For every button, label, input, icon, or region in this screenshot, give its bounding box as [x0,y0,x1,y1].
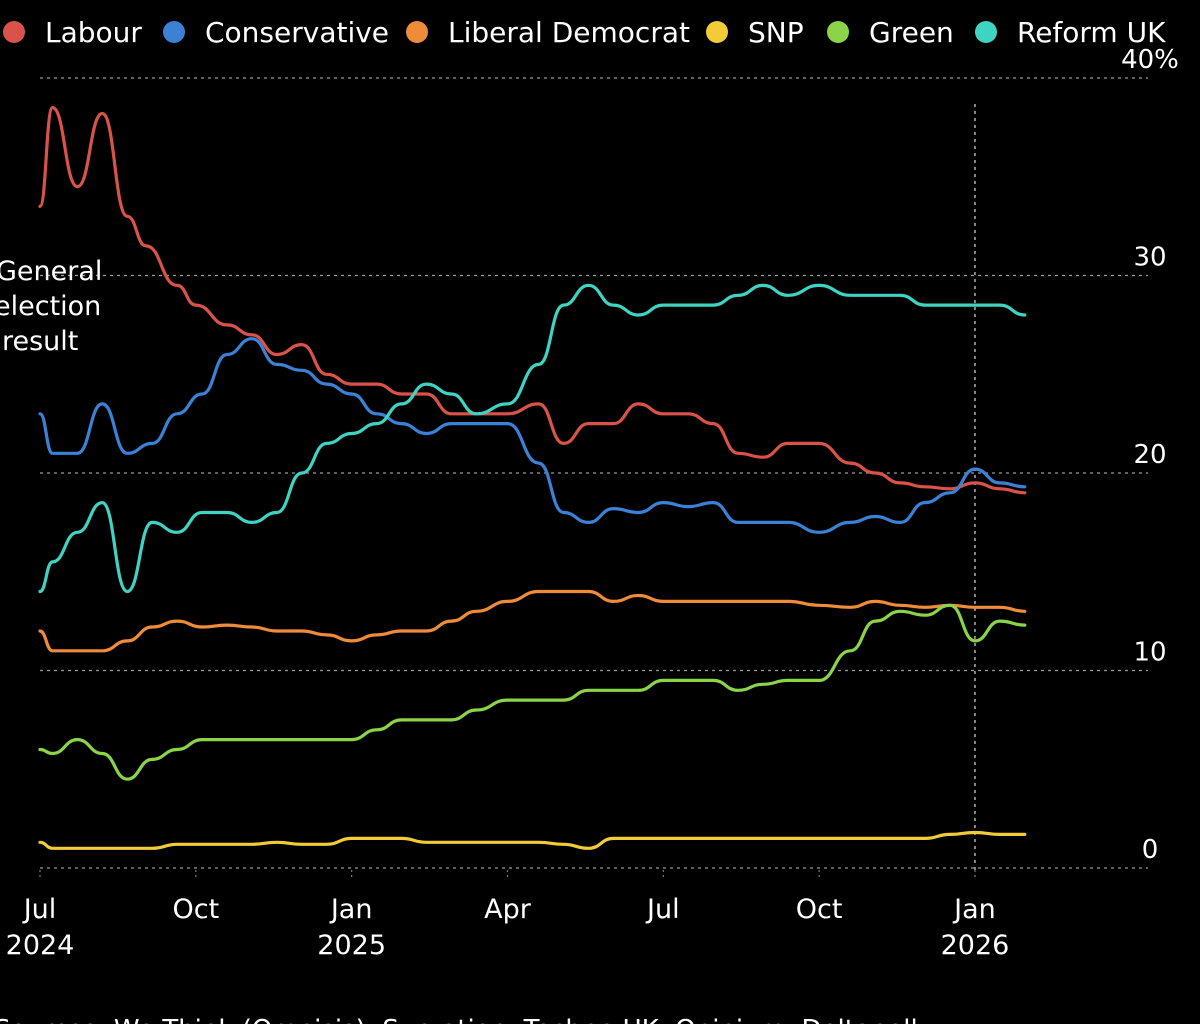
y-tick-label: 0 [1142,835,1159,865]
series-line-conservative [38,337,1027,534]
x-tick-year-label: 2025 [317,930,386,961]
gridlines [40,77,1148,869]
x-tick-label: Jan [329,894,373,925]
legend-label: Conservative [205,16,389,49]
series-line-reform-uk [38,283,1027,594]
x-tick-label: Oct [796,894,843,925]
legend-swatch [975,21,997,43]
x-tick-year-label: 2026 [941,930,1010,961]
legend-label: SNP [748,16,804,49]
legend-label: Green [869,16,954,49]
annotation-line: election [0,291,101,322]
y-tick-label: 20 [1133,440,1166,470]
legend-swatch [163,21,185,43]
y-tick-label: 10 [1133,638,1166,668]
legend-swatch [406,21,428,43]
x-tick-label: Jan [952,894,996,925]
legend-label: Liberal Democrat [448,16,690,49]
y-tick-label: 40% [1121,45,1179,75]
series-line-green [38,603,1027,781]
source-note: Sources: We Think (Omnisis), Survation, … [0,1015,918,1024]
x-tick-label: Jul [22,894,57,925]
series-line-liberal-democrat [38,589,1027,653]
x-tick-year-label: 2024 [6,930,75,961]
series-lines [38,106,1027,850]
legend-label: Labour [45,16,142,49]
legend-swatch [706,21,728,43]
x-tick-label: Jul [645,894,680,925]
legend: Labour Conservative Liberal Democrat SNP Gre… [3,16,1166,49]
election-annotation: General election result [0,256,102,357]
legend-swatch [3,21,25,43]
legend-swatch [827,21,849,43]
y-axis-labels: 0 10 20 30 40% [1121,45,1179,865]
series-line-labour [38,106,1027,495]
series-line-snp [38,830,1027,850]
y-tick-label: 30 [1133,243,1166,273]
x-axis: Jul 2024 Oct Jan 2025 Apr Jul Oct Jan 2026 [6,870,1010,961]
annotation-line: General [0,256,102,287]
annotation-line: result [2,326,78,357]
x-tick-label: Oct [172,894,219,925]
legend-label: Reform UK [1017,16,1166,49]
x-tick-label: Apr [484,894,532,925]
